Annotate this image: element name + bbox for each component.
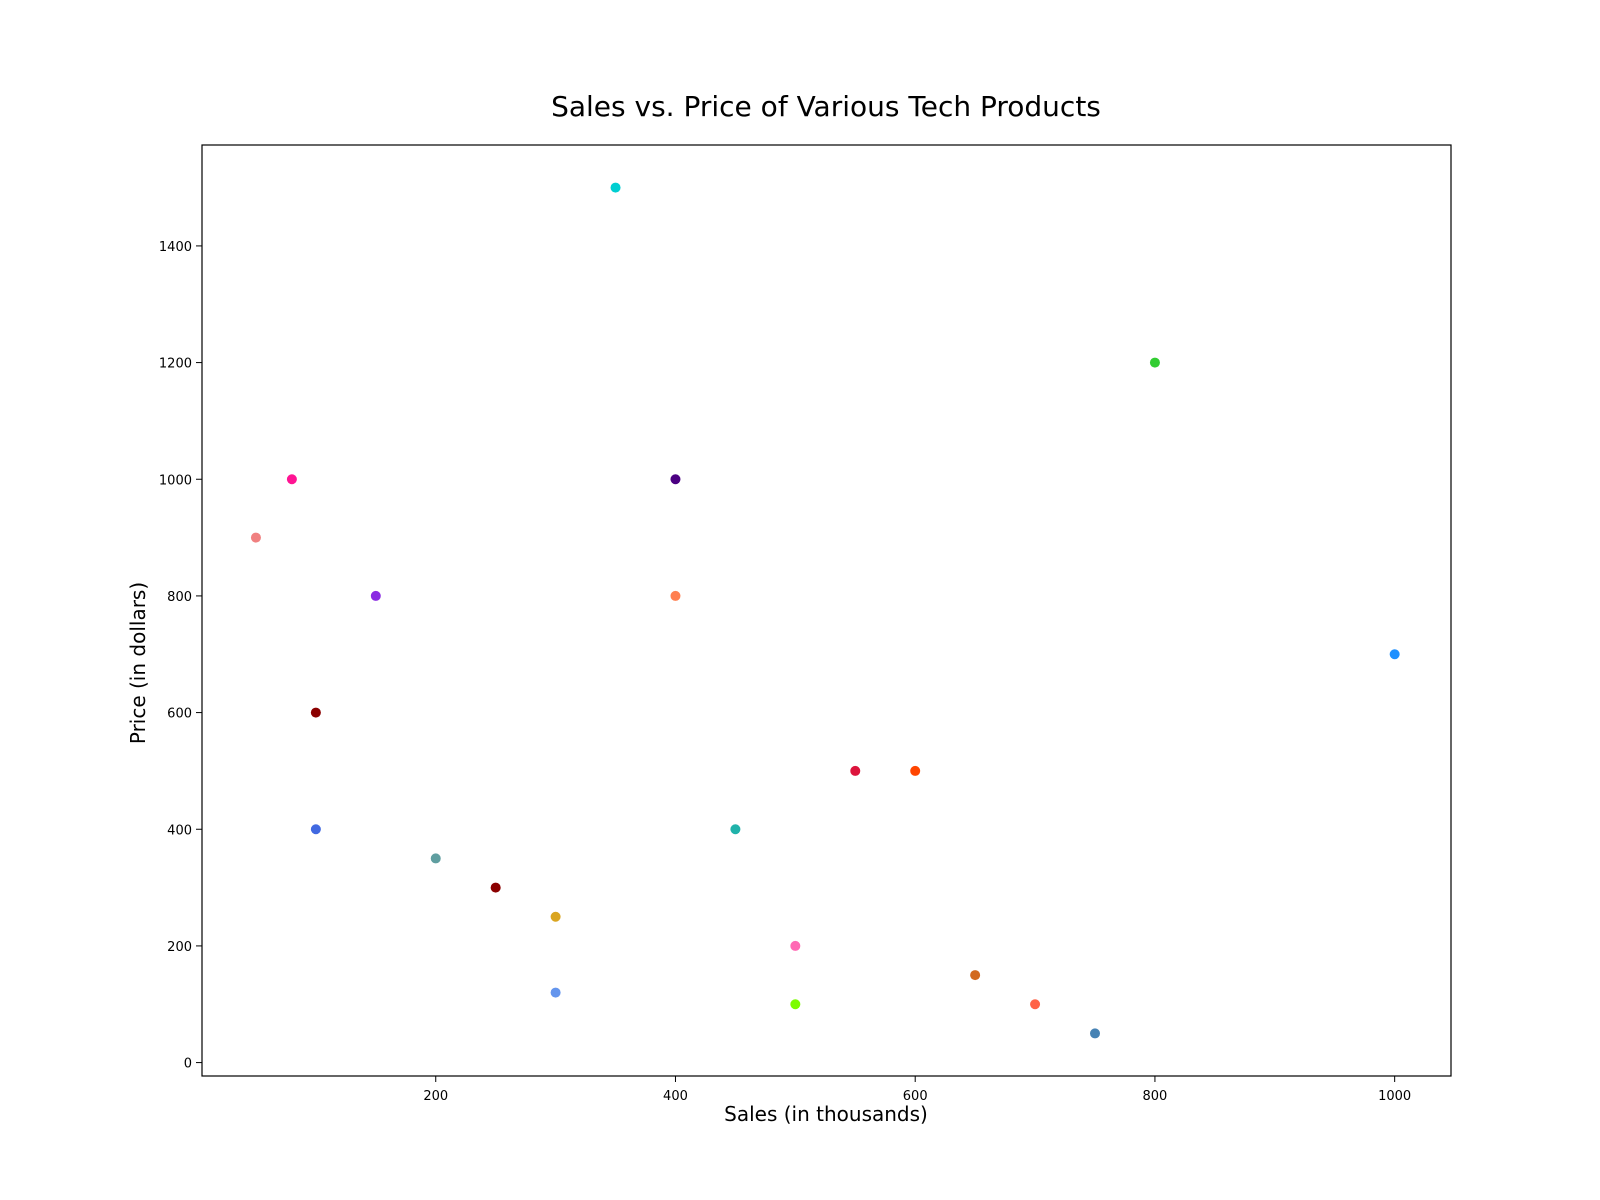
x-axis-label: Sales (in thousands)	[724, 1102, 928, 1126]
scatter-point	[1030, 999, 1041, 1010]
y-tick-label: 1000	[159, 473, 192, 488]
y-tick-label: 1200	[159, 357, 192, 372]
scatter-point	[670, 590, 681, 601]
plot-area-frame	[201, 144, 1452, 1077]
scatter-point	[910, 765, 921, 776]
x-tick-label: 400	[663, 1089, 688, 1104]
scatter-point	[730, 824, 741, 835]
scatter-point	[610, 182, 621, 193]
y-tick-label: 0	[184, 1057, 192, 1072]
scatter-point	[310, 707, 321, 718]
y-tick-label: 200	[167, 940, 192, 955]
x-tick-label: 800	[1143, 1089, 1168, 1104]
y-tick-label: 1400	[159, 240, 192, 255]
y-axis-label: Price (in dollars)	[126, 582, 150, 744]
scatter-point	[790, 999, 801, 1010]
scatter-point	[1089, 1028, 1100, 1039]
scatter-point	[490, 882, 501, 893]
scatter-point	[550, 911, 561, 922]
scatter-point	[970, 970, 981, 981]
y-axis-ticks: 0 200 400 600 800 1000 1200 1400	[159, 240, 202, 1072]
scatter-point	[286, 474, 297, 485]
scatter-point	[250, 532, 261, 543]
scatter-point	[370, 590, 381, 601]
scatter-point	[850, 765, 861, 776]
scatter-point	[670, 474, 681, 485]
chart-title: Sales vs. Price of Various Tech Products	[551, 90, 1101, 123]
scatter-point	[1389, 649, 1400, 660]
x-tick-label: 600	[903, 1089, 928, 1104]
y-tick-label: 800	[167, 590, 192, 605]
scatter-point	[430, 853, 441, 864]
scatter-point	[550, 987, 561, 998]
x-tick-label: 1000	[1378, 1089, 1411, 1104]
scatter-point	[1149, 357, 1160, 368]
x-tick-label: 200	[423, 1089, 448, 1104]
scatter-point	[790, 940, 801, 951]
y-tick-label: 400	[167, 823, 192, 838]
scatter-point	[310, 824, 321, 835]
x-axis-ticks: 200 400 600 800 1000	[423, 1076, 1411, 1104]
data-points	[250, 182, 1400, 1039]
y-tick-label: 600	[167, 707, 192, 722]
